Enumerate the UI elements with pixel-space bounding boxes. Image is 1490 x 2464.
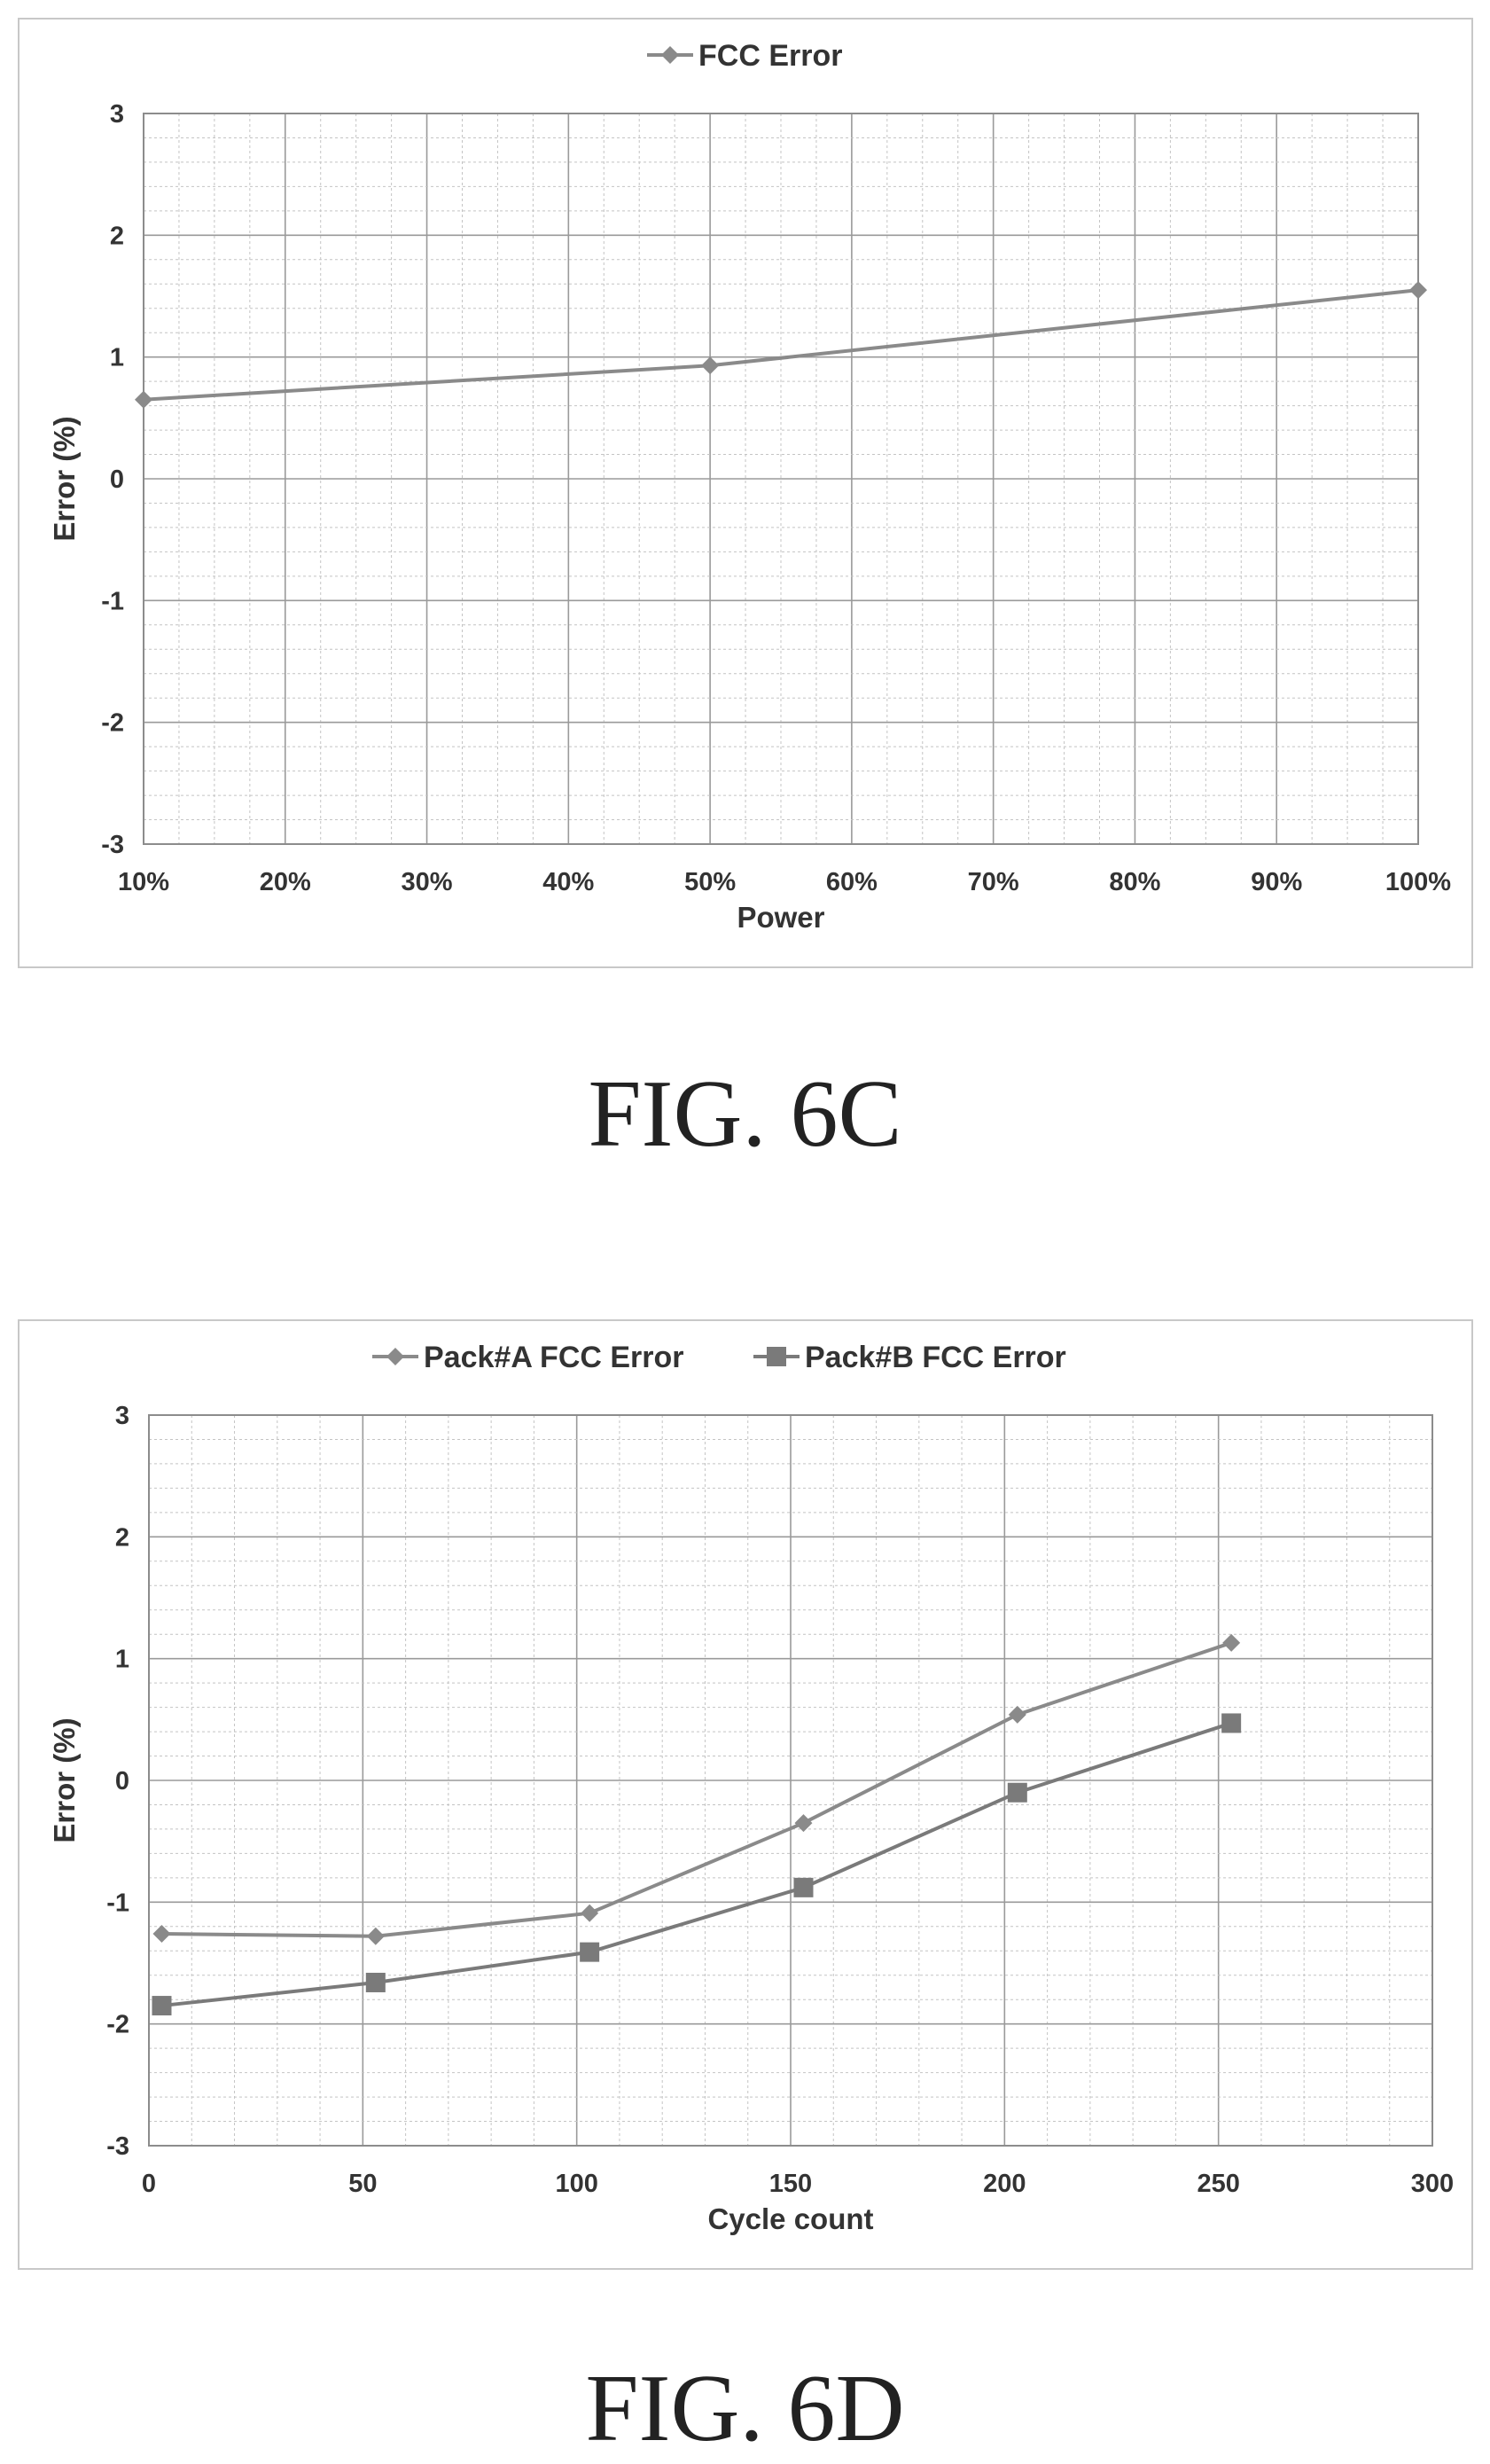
data-point <box>152 1925 171 1944</box>
series-1 <box>152 1713 1242 2016</box>
data-point <box>366 1927 385 1945</box>
legend: FCC Error <box>647 39 842 73</box>
figure-caption-6d: FIG. 6D <box>585 2356 905 2461</box>
legend-marker <box>386 1348 404 1365</box>
data-point <box>1222 1633 1241 1652</box>
chart-6d: 3 2 1 0 -1 -2 -3 0 50 100 150 200 250 300 Cycle count E… <box>18 1319 1473 2270</box>
legend-label: FCC Error <box>698 39 842 73</box>
x-axis-title: Cycle count <box>707 2202 873 2235</box>
data-point <box>580 1942 600 1962</box>
x-tick-label: 50 <box>348 2170 377 2198</box>
data-point <box>1008 1705 1026 1724</box>
x-tick-label: 60% <box>826 868 878 896</box>
y-tick-label: 0 <box>110 465 124 494</box>
x-tick-label: 80% <box>1109 868 1160 896</box>
x-tick-label: 30% <box>402 868 453 896</box>
chart-6c-svg: 3 2 1 0 -1 -2 -3 10% 20% 30% 40% 50% 60% 70% 80% 90% 100… <box>48 39 1451 934</box>
y-tick-label: 1 <box>115 1646 129 1674</box>
grid <box>148 1414 1433 2147</box>
y-tick-label: 2 <box>110 222 124 250</box>
y-tick-label: 2 <box>115 1523 129 1552</box>
y-axis-title: Error (%) <box>48 1717 81 1842</box>
x-tick-label: 10% <box>118 868 169 896</box>
grid <box>143 113 1419 845</box>
x-tick-label: 200 <box>983 2170 1026 2198</box>
x-tick-label: 70% <box>968 868 1019 896</box>
data-point <box>365 1972 386 1992</box>
data-point <box>1221 1713 1242 1733</box>
data-point <box>1007 1782 1027 1803</box>
plot-area <box>143 113 1419 845</box>
data-point <box>135 390 152 409</box>
y-tick-label: -2 <box>106 2011 129 2039</box>
series-line <box>161 1640 1232 1938</box>
figure-caption-6c: FIG. 6C <box>588 1061 902 1167</box>
chart-6d-svg: 3 2 1 0 -1 -2 -3 0 50 100 150 200 250 300 Cycle count E… <box>48 1341 1454 2235</box>
y-tick-label: 1 <box>110 344 124 372</box>
y-axis-title: Error (%) <box>48 416 81 541</box>
y-tick-label: -2 <box>101 709 124 738</box>
x-tick-label: 0 <box>142 2170 156 2198</box>
y-tick-label: -1 <box>106 1889 129 1917</box>
legend-label: Pack#A FCC Error <box>424 1341 684 1374</box>
x-tick-label: 20% <box>260 868 311 896</box>
x-tick-label: 100% <box>1385 868 1451 896</box>
x-tick-label: 150 <box>769 2170 812 2198</box>
plot-area <box>148 1414 1433 2147</box>
y-tick-label: -1 <box>101 587 124 615</box>
x-axis-title: Power <box>737 901 824 934</box>
x-tick-label: 100 <box>555 2170 597 2198</box>
y-tick-label: -3 <box>101 831 124 859</box>
series-0 <box>135 281 1427 409</box>
legend: Pack#A FCC Error Pack#B FCC Error <box>372 1341 1066 1374</box>
data-point <box>152 1996 172 2016</box>
x-tick-label: 90% <box>1251 868 1302 896</box>
y-tick-label: 3 <box>115 1402 129 1430</box>
data-point <box>793 1877 814 1897</box>
data-point <box>1409 281 1427 300</box>
y-tick-label: -3 <box>106 2132 129 2161</box>
x-tick-label: 40% <box>542 868 594 896</box>
series-0 <box>152 1633 1241 1945</box>
legend-label: Pack#B FCC Error <box>805 1341 1066 1374</box>
data-point <box>701 356 720 375</box>
x-tick-label: 300 <box>1411 2170 1454 2198</box>
legend-marker <box>661 46 679 64</box>
x-tick-label: 50% <box>684 868 736 896</box>
y-tick-label: 3 <box>110 100 124 129</box>
data-point <box>581 1904 599 1922</box>
data-point <box>794 1814 813 1833</box>
legend-marker <box>767 1347 786 1366</box>
x-tick-label: 250 <box>1197 2170 1239 2198</box>
chart-6c: 3 2 1 0 -1 -2 -3 10% 20% 30% 40% 50% 60% 70% 80% 90% 100… <box>18 18 1473 968</box>
series-line <box>161 1721 1232 2008</box>
y-tick-label: 0 <box>115 1767 129 1795</box>
